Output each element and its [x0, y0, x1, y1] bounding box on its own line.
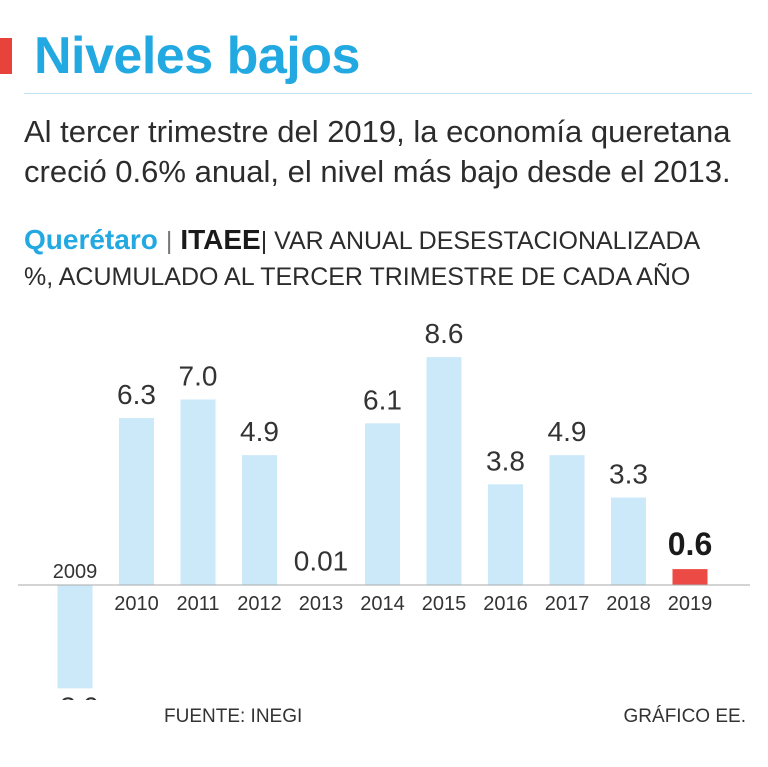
bar-2014 — [365, 423, 400, 585]
bar-2016 — [488, 484, 523, 585]
title-accent-bar — [0, 38, 12, 74]
year-label-2013: 2013 — [299, 593, 344, 615]
chart-measure: | VAR ANUAL DESESTACIONALIZADA — [260, 227, 701, 255]
bar-2018 — [611, 497, 646, 585]
bars-layer — [57, 357, 708, 689]
bar-2012 — [242, 455, 277, 585]
value-label-2018: 3.3 — [609, 459, 648, 490]
value-label-2013: 0.01 — [294, 546, 349, 577]
value-label-2014: 6.1 — [363, 384, 402, 415]
value-label-2012: 4.9 — [240, 416, 279, 447]
header-divider: | — [165, 227, 173, 255]
year-label-2017: 2017 — [545, 593, 590, 615]
chart-region: Querétaro — [24, 224, 158, 255]
year-label-2019: 2019 — [668, 593, 713, 615]
value-label-2009: -3.9 — [51, 691, 99, 700]
year-label-2014: 2014 — [360, 593, 405, 615]
chart-header: Querétaro | ITAEE| VAR ANUAL DESESTACIONAL… — [24, 222, 754, 295]
bar-2017 — [549, 455, 585, 585]
value-label-2019: 0.6 — [668, 526, 712, 562]
chart-indicator: ITAEE — [180, 224, 261, 255]
value-label-2015: 8.6 — [425, 318, 464, 349]
labels-layer: -3.9 2009 6.3 2010 7.0 2011 4.9 2012 0.01 2013 6.1… — [51, 318, 712, 700]
bar-2009 — [57, 585, 93, 689]
bar-2015 — [426, 357, 462, 585]
bar-2010 — [119, 418, 154, 585]
source-note: FUENTE: INEGI — [164, 706, 303, 727]
bar-2011 — [180, 399, 216, 585]
title-divider — [24, 93, 752, 94]
year-label-2009: 2009 — [53, 561, 98, 583]
value-label-2016: 3.8 — [486, 445, 525, 476]
year-label-2010: 2010 — [114, 593, 159, 615]
year-label-2018: 2018 — [606, 593, 651, 615]
year-label-2011: 2011 — [176, 593, 219, 615]
value-label-2011: 7.0 — [179, 361, 218, 392]
value-label-2010: 6.3 — [117, 379, 156, 410]
subtitle: Al tercer trimestre del 2019, la economí… — [24, 114, 731, 189]
chart-units: %, ACUMULADO AL TERCER TRIMESTRE DE CADA… — [24, 263, 691, 291]
bar-2019 — [672, 569, 708, 585]
value-label-2017: 4.9 — [548, 416, 587, 447]
bar-chart: -3.9 2009 6.3 2010 7.0 2011 4.9 2012 0.01 2013 6.1… — [18, 318, 750, 700]
year-label-2012: 2012 — [237, 593, 282, 615]
page-title: Niveles bajos — [34, 27, 360, 85]
year-label-2015: 2015 — [422, 593, 467, 615]
year-label-2016: 2016 — [483, 593, 528, 615]
credit-note: GRÁFICO EE. — [623, 706, 746, 727]
